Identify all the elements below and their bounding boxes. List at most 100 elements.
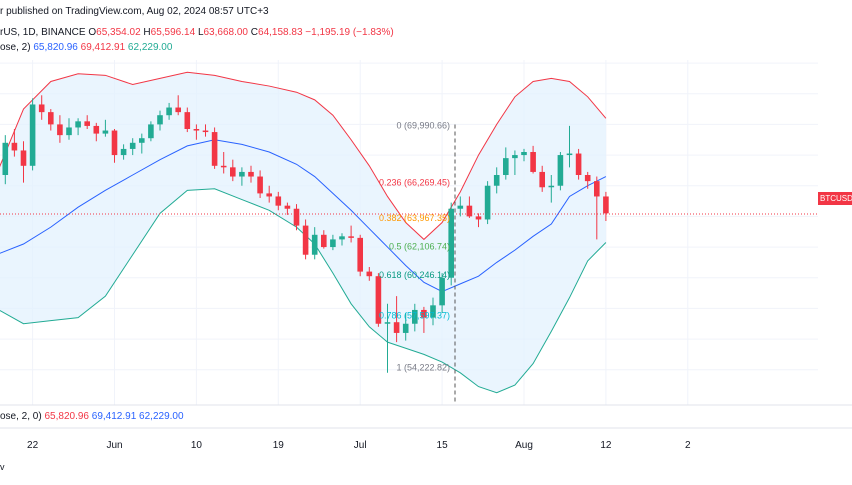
candle-body-36 bbox=[321, 234, 327, 248]
candle-body-16 bbox=[139, 138, 145, 143]
indicator-upper-value: 69,412.91 bbox=[91, 411, 137, 422]
candle-body-38 bbox=[339, 236, 345, 240]
candle-body-57 bbox=[512, 155, 518, 159]
candle-body-59 bbox=[530, 152, 536, 172]
bollinger-basis-line bbox=[0, 139, 607, 293]
ohlc-line: rUS, 1D, BINANCE O65,354.02 H65,596.14 L… bbox=[0, 27, 394, 38]
bb-lower-value: 62,229.00 bbox=[127, 42, 173, 53]
candle-body-46 bbox=[412, 309, 418, 324]
candle-body-18 bbox=[157, 115, 163, 125]
candle-body-45 bbox=[402, 323, 409, 333]
change-value: −1,195.19 (−1.83%) bbox=[305, 27, 394, 38]
candle-body-66 bbox=[594, 181, 600, 197]
fib-label-5: 0.786 (57,597.37) bbox=[379, 311, 450, 321]
candle-body-28 bbox=[248, 171, 254, 177]
candle-body-62 bbox=[557, 155, 564, 186]
x-tick-label-6: Aug bbox=[515, 440, 533, 451]
candle-body-51 bbox=[457, 205, 464, 209]
candle-body-5 bbox=[38, 104, 45, 113]
candle-body-26 bbox=[230, 167, 236, 177]
last-price-tag: BTCUSD bbox=[818, 192, 852, 205]
candle-body-53 bbox=[475, 216, 482, 220]
candle-body-58 bbox=[521, 152, 527, 156]
candle-body-2 bbox=[11, 142, 18, 151]
indicator-legend: ose, 2, 0) 65,820.96 69,412.91 62,229.00 bbox=[0, 411, 184, 422]
candle-body-44 bbox=[393, 322, 400, 333]
candle-body-24 bbox=[211, 132, 218, 166]
candle-body-56 bbox=[503, 158, 509, 175]
footer-text: v bbox=[0, 462, 5, 472]
fib-label-0: 0 (69,990.66) bbox=[396, 121, 450, 131]
high-value: 65,596.14 bbox=[150, 27, 196, 38]
close-value: 64,158.83 bbox=[258, 27, 303, 38]
candle-body-30 bbox=[266, 193, 272, 197]
published-text: r published on TradingView.com, Aug 02, … bbox=[0, 6, 269, 17]
candle-body-12 bbox=[102, 130, 109, 134]
candle-body-65 bbox=[584, 175, 591, 182]
candle-body-11 bbox=[93, 125, 100, 134]
candle-body-8 bbox=[66, 127, 72, 136]
candle-body-33 bbox=[293, 208, 300, 226]
candle-body-54 bbox=[484, 185, 491, 220]
candle-body-63 bbox=[566, 153, 573, 156]
candle-body-7 bbox=[57, 124, 63, 136]
candle-body-3 bbox=[20, 150, 27, 166]
candle-body-39 bbox=[348, 236, 354, 238]
candle-body-35 bbox=[311, 234, 318, 255]
candle-body-42 bbox=[375, 276, 382, 324]
fib-label-3: 0.5 (62,106.74) bbox=[389, 241, 450, 251]
candle-body-27 bbox=[239, 171, 245, 177]
x-tick-label-8: 2 bbox=[685, 440, 691, 451]
candle-body-32 bbox=[284, 205, 291, 209]
candle-body-19 bbox=[166, 107, 172, 116]
chart-legend: r published on TradingView.com, Aug 02, … bbox=[0, 0, 852, 60]
published-line: r published on TradingView.com, Aug 02, … bbox=[0, 6, 269, 17]
candle-body-4 bbox=[29, 104, 36, 166]
x-tick-label-4: Jul bbox=[354, 440, 367, 451]
fib-label-6: 1 (54,222.82) bbox=[396, 362, 450, 372]
indicator-lower-value: 62,229.00 bbox=[139, 411, 184, 422]
candle-body-31 bbox=[275, 196, 282, 206]
fib-label-1: 0.236 (66,269.45) bbox=[379, 178, 450, 188]
candle-body-22 bbox=[193, 129, 200, 131]
candle-body-25 bbox=[220, 165, 227, 168]
candle-body-50 bbox=[448, 208, 454, 278]
candle-body-43 bbox=[384, 322, 391, 324]
low-value: 63,668.00 bbox=[203, 27, 249, 38]
symbol-text: rUS, 1D, BINANCE bbox=[0, 27, 86, 38]
bollinger-upper-line bbox=[0, 71, 607, 241]
candle-body-47 bbox=[421, 309, 427, 318]
candle-body-13 bbox=[111, 130, 118, 156]
fib-label-2: 0.382 (63,967.35) bbox=[379, 213, 450, 223]
x-tick-label-7: 12 bbox=[600, 440, 612, 451]
bb-upper-value: 69,412.91 bbox=[80, 42, 126, 53]
bollinger-lower-line bbox=[0, 188, 607, 394]
candle-body-37 bbox=[330, 239, 336, 248]
x-tick-label-1: Jun bbox=[106, 440, 122, 451]
candle-body-6 bbox=[48, 112, 54, 125]
bb-basis-value: 65,820.96 bbox=[33, 42, 78, 53]
candle-body-17 bbox=[148, 124, 154, 139]
candle-body-41 bbox=[366, 271, 373, 277]
x-tick-label-2: 10 bbox=[191, 440, 203, 451]
candle-body-55 bbox=[493, 175, 500, 186]
indicator-label: ose, 2, 0) bbox=[0, 411, 42, 422]
candle-body-21 bbox=[184, 112, 191, 129]
candle-body-9 bbox=[75, 121, 81, 128]
candle-body-1 bbox=[2, 142, 9, 175]
bollinger-label: ose, 2) bbox=[0, 42, 31, 53]
candle-body-67 bbox=[603, 196, 609, 214]
x-tick-label-5: 15 bbox=[437, 440, 449, 451]
candle-body-48 bbox=[430, 305, 436, 318]
candle-body-61 bbox=[548, 185, 555, 188]
open-value: 65,354.02 bbox=[96, 27, 141, 38]
candle-body-14 bbox=[120, 148, 127, 156]
candle-body-15 bbox=[129, 142, 136, 149]
candle-body-52 bbox=[466, 205, 473, 217]
candle-body-34 bbox=[302, 225, 309, 255]
fib-label-4: 0.618 (60,246.14) bbox=[379, 270, 450, 280]
x-tick-label-0: 22 bbox=[27, 440, 39, 451]
indicator-basis-value: 65,820.96 bbox=[44, 411, 89, 422]
candle-body-23 bbox=[202, 130, 209, 133]
